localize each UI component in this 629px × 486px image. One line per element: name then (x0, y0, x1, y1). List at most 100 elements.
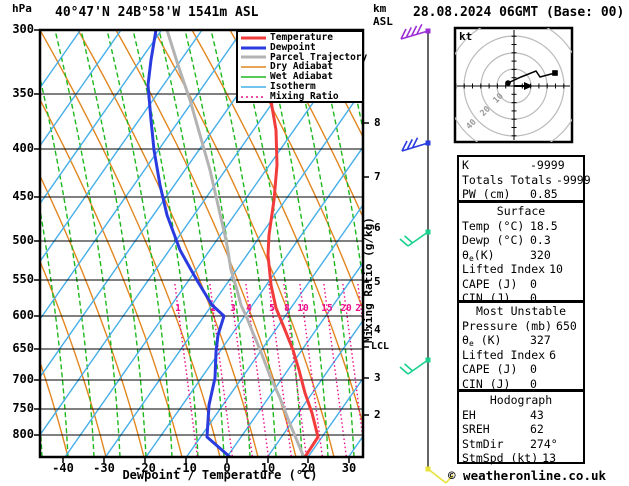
pressure-tick-label: 600 (12, 308, 34, 322)
legend-item: Wet Adiabat (240, 72, 362, 82)
stats-row-value: 10 (549, 262, 563, 276)
stats-row: Lifted Index 6 (462, 348, 580, 363)
stats-row-label: θe(K) (462, 247, 495, 263)
mixing-ratio-value-label: 1 (175, 303, 181, 314)
km-tick-label: 4 (374, 323, 381, 336)
legend-item-label: Mixing Ratio (270, 90, 339, 102)
wind-barb (399, 229, 431, 247)
temperature-tick-label: -30 (93, 461, 115, 475)
pressure-tick-label: 650 (12, 341, 34, 355)
stats-row-label: Dewp (°C) (462, 233, 525, 247)
legend: Temperature Dewpoint Parcel Trajectory Dry … (236, 30, 367, 103)
mixing-ratio-value-label: 20 (340, 303, 352, 314)
stats-row-label: SREH (462, 422, 490, 436)
datetime-title: 28.08.2024 06GMT (Base: 00) (413, 5, 625, 20)
pressure-tick-label: 500 (12, 233, 34, 247)
legend-swatch-parcel-trajectory (241, 55, 266, 59)
stats-row-value: 0 (530, 291, 537, 305)
legend-swatch-dry-adiabat (241, 66, 266, 68)
stats-row: StmDir 274° (462, 437, 580, 452)
stats-row-value: 327 (530, 333, 551, 347)
mixing-ratio-value-label: 8 (284, 303, 290, 314)
stats-row: Pressure (mb) 650 (462, 319, 580, 334)
km-tick-label: 8 (374, 116, 381, 129)
km-tick-label: 5 (374, 275, 381, 288)
series-temperature (256, 30, 320, 457)
stats-row: SREH 62 (462, 422, 580, 437)
wind-barb (400, 23, 431, 40)
legend-item: Dewpoint (240, 41, 362, 53)
hodograph-unit-label: kt (459, 30, 473, 43)
stats-row: Temp (°C) 18.5 (462, 219, 580, 234)
stats-row: θe (K) 327 (462, 333, 580, 348)
km-tick-label: 3 (374, 371, 381, 384)
stats-row-value: 0.85 (530, 187, 558, 201)
pressure-tick-label: 350 (12, 86, 34, 100)
mixing-ratio-value-label: 2 (210, 303, 216, 314)
stats-row-label: Totals Totals (462, 172, 553, 187)
legend-swatch-wet-adiabat (241, 76, 266, 78)
pressure-tick-label: 400 (12, 141, 34, 155)
copyright-text: © weatheronline.co.uk (448, 468, 607, 483)
stats-row-label: StmDir (462, 436, 504, 451)
km-tick-label: 7 (374, 170, 381, 183)
km-tick-label: 2 (374, 408, 381, 421)
temperature-tick-label: 10 (260, 461, 276, 475)
storm-motion-arrow (524, 82, 533, 90)
station-title: 40°47'N 24B°58'W 1541m ASL (55, 5, 259, 20)
stats-row-value: 62 (530, 422, 544, 436)
legend-item-label: Temperature (270, 32, 333, 43)
pressure-axis-unit: hPa (12, 2, 32, 15)
stats-row: CAPE (J) 0 (462, 277, 580, 292)
hodograph-trace (507, 70, 556, 84)
stats-row: StmSpd (kt) 13 (462, 451, 580, 466)
stats-row-value: 13 (542, 451, 557, 465)
km-axis-unit-line1: km (373, 2, 387, 15)
stats-row-label: CAPE (J) (462, 276, 518, 291)
stats-row-value: -9999 (556, 172, 591, 187)
stats-box: Surface Temp (°C) 18.5 Dewp (°C) 0.3 θe(K) 320… (457, 201, 585, 305)
legend-item-label: Dewpoint (270, 41, 316, 53)
legend-item-label: Wet Adiabat (270, 71, 333, 83)
stats-row-label: PW (cm) (462, 187, 511, 201)
stats-row-label: Temp (°C) (462, 218, 525, 233)
km-axis-unit: km ASL (373, 2, 393, 28)
stats-row-label: CAPE (J) (462, 362, 518, 376)
stats-row: K -9999 (462, 158, 580, 173)
stats-box: K -9999 Totals Totals -9999 PW (cm) 0.85 (457, 155, 591, 202)
temperature-tick-label: 30 (341, 461, 357, 475)
legend-item: Isotherm (240, 82, 362, 92)
stats-row-label: Lifted Index (462, 262, 546, 276)
stats-row-label: K (462, 158, 469, 172)
legend-swatch-isotherm (241, 86, 266, 88)
temperature-tick-label: 20 (300, 461, 316, 475)
km-tick-label: 6 (374, 221, 381, 234)
stats-row-value: 18.5 (530, 218, 558, 233)
lcl-marker-label: LCL (371, 341, 390, 352)
mixing-ratio-value-label: 3 (230, 303, 236, 314)
temperature-tick-label: 0 (223, 461, 231, 475)
pressure-tick-label: 550 (12, 272, 34, 286)
stats-row-value: 6 (549, 347, 557, 362)
series-dewpoint (146, 30, 232, 457)
mixing-ratio-value-label: 10 (297, 303, 309, 314)
stats-row-label: EH (462, 407, 476, 422)
temperature-tick-label: -40 (52, 461, 74, 475)
stats-box: Most Unstable Pressure (mb) 650 θe (K) 327 Li… (457, 301, 585, 391)
wind-barb (401, 137, 431, 152)
stats-box-title: Surface (496, 204, 546, 218)
stats-row: CAPE (J) 0 (462, 362, 580, 377)
stats-box-title: Most Unstable (475, 304, 566, 318)
legend-item: Dry Adiabat (240, 62, 362, 72)
mixing-ratio-value-label: 25 (355, 303, 367, 314)
stats-row-label: StmSpd (kt) (462, 451, 539, 465)
pressure-tick-label: 300 (12, 22, 34, 36)
stats-row: Lifted Index 10 (462, 262, 580, 277)
mixing-ratio-value-label: 15 (321, 303, 333, 314)
stats-row-label: Lifted Index (462, 347, 546, 362)
stats-row-value: 0 (530, 376, 537, 391)
temperature-axis-label: Dewpoint / Temperature (°C) (122, 468, 318, 482)
wind-barb (425, 466, 454, 484)
